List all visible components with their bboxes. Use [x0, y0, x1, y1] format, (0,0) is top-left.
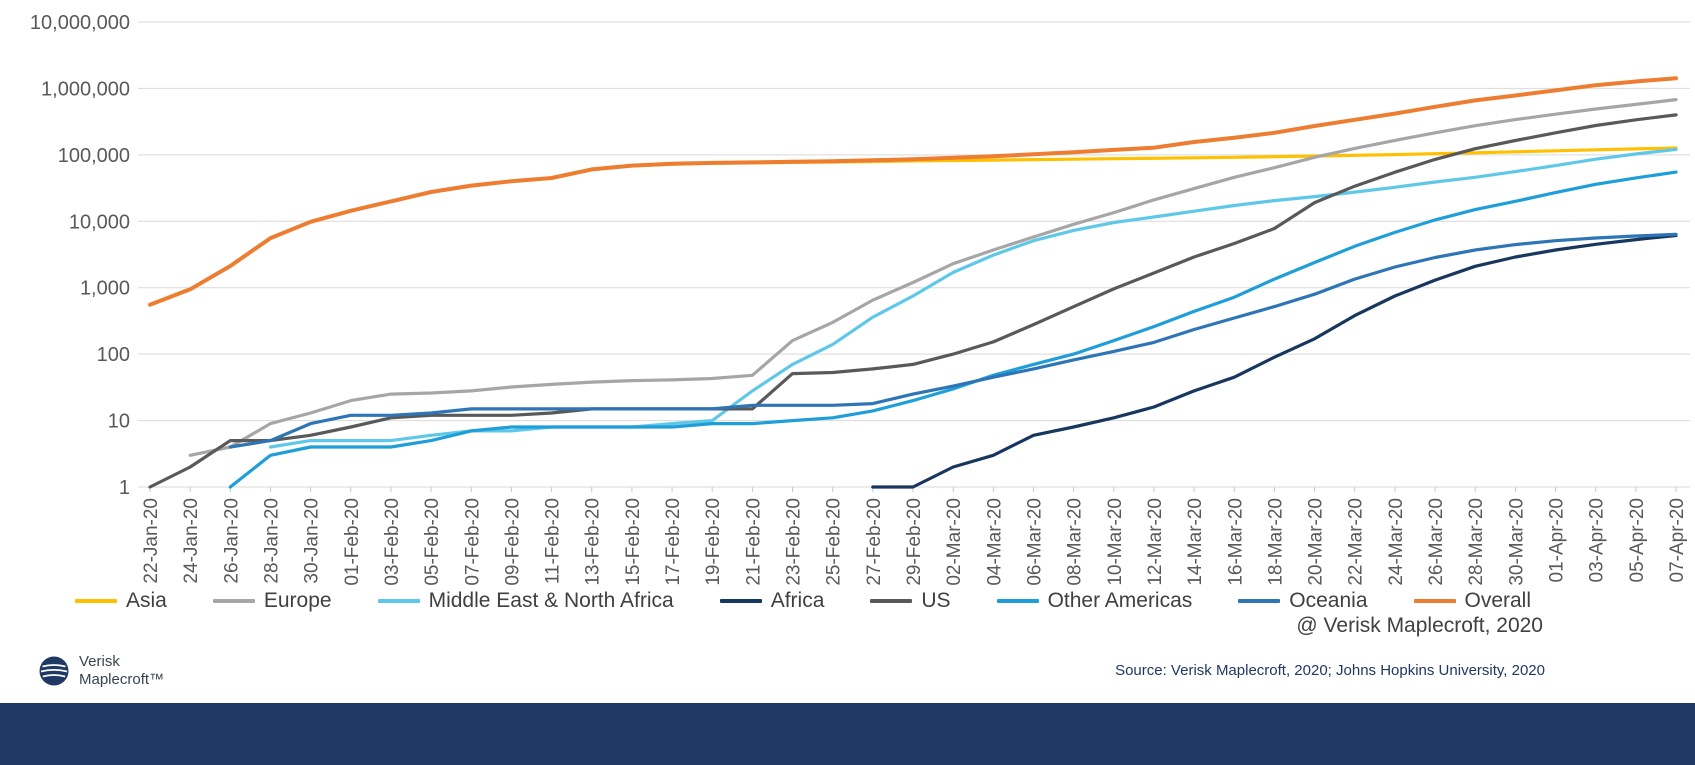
logo-line2: Maplecroft™	[79, 670, 165, 688]
y-axis-tick-label: 10	[108, 411, 130, 433]
y-axis-tick-label: 1,000,000	[41, 78, 130, 100]
series-line-middle-east-north-africa	[268, 147, 1678, 449]
x-axis-tick-label: 11-Feb-20	[543, 498, 564, 584]
legend-item-us: US	[870, 589, 951, 613]
series-line-other-americas	[228, 170, 1678, 489]
series-line-overall	[148, 76, 1678, 307]
x-axis-tick-label: 02-Mar-20	[944, 498, 965, 586]
legend-swatch-oceania	[1238, 599, 1281, 603]
x-axis-tick-label: 21-Feb-20	[743, 498, 764, 586]
x-axis-tick-label: 01-Feb-20	[342, 498, 363, 586]
x-axis-tick-label: 24-Mar-20	[1386, 498, 1407, 586]
x-axis-tick-label: 29-Feb-20	[904, 498, 925, 586]
legend-swatch-asia	[75, 599, 117, 603]
x-axis-tick-label: 10-Mar-20	[1105, 498, 1126, 586]
legend-swatch-us	[870, 599, 913, 603]
chart-attribution: @ Verisk Maplecroft, 2020	[1296, 614, 1543, 637]
x-axis-tick-label: 12-Mar-20	[1145, 498, 1166, 586]
legend-swatch-middle-east-north-africa	[377, 599, 420, 603]
y-axis-tick-label: 10,000,000	[30, 12, 130, 34]
x-axis-tick-label: 26-Mar-20	[1426, 498, 1447, 586]
legend-label-oceania: Oceania	[1289, 589, 1368, 612]
series-line-us	[148, 113, 1678, 489]
x-axis-tick-label: 04-Mar-20	[984, 498, 1005, 586]
x-axis-tick-label: 30-Mar-20	[1506, 498, 1527, 586]
legend-swatch-europe	[212, 599, 255, 603]
x-axis-tick-label: 26-Jan-20	[221, 498, 242, 584]
y-axis-tick-label: 1,000	[80, 278, 130, 300]
legend-label-europe: Europe	[263, 589, 332, 612]
x-axis-tick-label: 18-Mar-20	[1265, 498, 1286, 586]
logo-line1: Verisk	[79, 653, 120, 671]
y-axis-tick-label: 100	[97, 344, 130, 366]
x-axis-tick-label: 27-Feb-20	[864, 498, 885, 586]
x-axis-tick-label: 15-Feb-20	[623, 498, 644, 586]
x-axis-tick-label: 16-Mar-20	[1225, 498, 1246, 586]
chart-legend: Asia Europe Middle East & North Africa Afri…	[0, 588, 1695, 614]
x-axis-tick-label: 14-Mar-20	[1185, 498, 1206, 586]
x-axis-tick-label: 01-Apr-20	[1547, 498, 1568, 583]
footer: Verisk Maplecroft™ Source: Verisk Maplec…	[0, 638, 1695, 703]
series-line-oceania	[228, 232, 1678, 449]
legend-label-overall: Overall	[1464, 589, 1532, 612]
verisk-logo: Verisk Maplecroft™	[38, 653, 164, 688]
legend-label-asia: Asia	[126, 589, 167, 612]
x-axis-tick-label: 05-Apr-20	[1627, 498, 1648, 583]
x-axis-tick-label: 06-Mar-20	[1025, 498, 1046, 586]
x-axis-tick-label: 28-Jan-20	[262, 498, 283, 584]
verisk-logo-icon	[39, 656, 69, 685]
legend-label-middle-east-north-africa: Middle East & North Africa	[428, 589, 674, 612]
legend-swatch-overall	[1413, 599, 1456, 603]
source-text: Source: Verisk Maplecroft, 2020; Johns H…	[1115, 662, 1545, 679]
x-axis-tick-label: 28-Mar-20	[1466, 498, 1487, 586]
y-axis-tick-label: 100,000	[58, 145, 130, 167]
series-line-africa	[871, 233, 1678, 489]
x-axis-tick-label: 13-Feb-20	[583, 498, 604, 586]
legend-item-asia: Asia	[75, 589, 167, 613]
legend-item-middle-east-north-africa: Middle East & North Africa	[377, 589, 674, 613]
x-axis-tick-label: 17-Feb-20	[663, 498, 684, 586]
legend-item-overall: Overall	[1413, 589, 1532, 613]
x-axis-tick-label: 24-Jan-20	[181, 498, 202, 584]
footer-bar	[0, 703, 1695, 765]
x-axis-tick-label: 22-Mar-20	[1346, 498, 1367, 586]
x-axis-tick-label: 23-Feb-20	[784, 498, 805, 586]
legend-item-other-americas: Other Americas	[996, 589, 1193, 613]
y-axis-tick-label: 10,000	[69, 211, 130, 233]
legend-label-us: US	[921, 589, 951, 612]
chart-area: 1 10 100 1,000 10,000 100,000 1,000,000 10,000,…	[30, 12, 1690, 586]
x-axis-tick-label: 03-Feb-20	[382, 498, 403, 586]
legend-swatch-other-americas	[996, 599, 1039, 603]
x-axis-tick-label: 08-Mar-20	[1065, 498, 1086, 586]
x-axis-tick-label: 07-Feb-20	[462, 498, 483, 586]
y-axis-tick-label: 1	[119, 477, 130, 499]
legend-label-other-americas: Other Americas	[1047, 589, 1193, 612]
x-axis-tick-label: 20-Mar-20	[1306, 498, 1327, 586]
legend-label-africa: Africa	[770, 589, 825, 612]
legend-swatch-africa	[719, 599, 762, 603]
legend-item-africa: Africa	[719, 589, 825, 613]
x-axis-tick-label: 09-Feb-20	[502, 498, 523, 586]
x-axis-tick-label: 03-Apr-20	[1587, 498, 1608, 583]
verisk-logo-text: Verisk Maplecroft™	[79, 653, 164, 688]
legend-item-europe: Europe	[212, 589, 332, 613]
x-axis-tick-label: 25-Feb-20	[824, 498, 845, 586]
chart-svg: 1 10 100 1,000 10,000 100,000 1,000,000 10,000,…	[30, 12, 1690, 586]
x-axis-tick-label: 19-Feb-20	[703, 498, 724, 586]
x-axis-tick-label: 30-Jan-20	[302, 498, 323, 584]
x-axis-tick-label: 05-Feb-20	[422, 498, 443, 586]
legend-item-oceania: Oceania	[1238, 589, 1368, 613]
series-line-europe	[188, 97, 1678, 457]
x-axis-tick-label: 07-Apr-20	[1667, 498, 1688, 583]
x-axis-tick-label: 22-Jan-20	[141, 498, 162, 584]
